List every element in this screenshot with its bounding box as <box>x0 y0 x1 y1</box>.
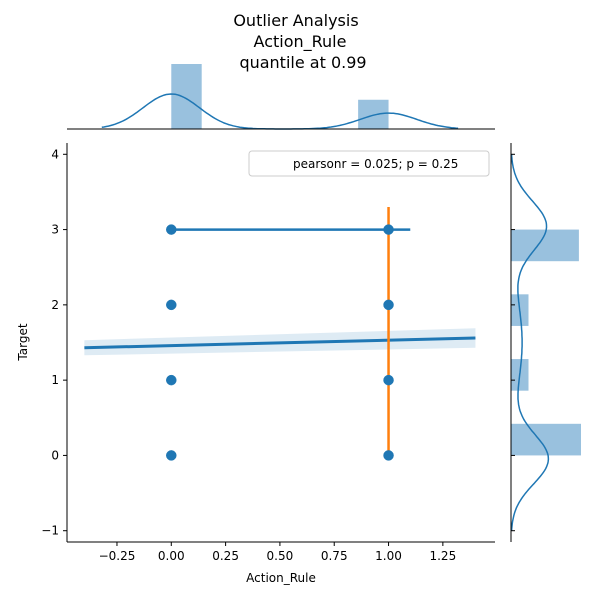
y-tick-label: −1 <box>41 524 59 538</box>
outlier-lines <box>171 206 411 456</box>
x-tick-label: 0.50 <box>267 549 294 563</box>
scatter-point <box>383 224 394 235</box>
scatter-point <box>383 299 394 311</box>
legend: pearsonr = 0.025; p = 0.25 <box>248 150 490 177</box>
x-tick-label: 0.75 <box>321 549 348 563</box>
y-tick-label: 0 <box>51 448 59 462</box>
top-hist-bar <box>171 64 202 129</box>
chart-title-line-3: quantile at 0.99 <box>239 53 366 72</box>
y-tick-label: 3 <box>51 223 59 237</box>
x-tick-label: 1.25 <box>429 549 456 563</box>
legend-text: pearsonr = 0.025; p = 0.25 <box>293 157 458 171</box>
right-marginal <box>510 143 581 542</box>
y-tick-label: 4 <box>51 147 59 161</box>
x-axis-label: Action_Rule <box>246 571 316 585</box>
y-axis-label: Target <box>16 323 30 361</box>
scatter-point <box>166 374 177 386</box>
scatter-point <box>166 224 177 235</box>
chart-title-line-2: Action_Rule <box>254 32 347 52</box>
chart-title-line-1: Outlier Analysis <box>233 11 358 30</box>
regression-line <box>84 336 476 350</box>
x-tick-label: 0.25 <box>212 549 239 563</box>
main-plot-area: −0.25 0.00 0.25 0.50 0.75 1.00 1.25 −1 0 1 2 3 4 Ac… <box>16 143 495 585</box>
scatter-point <box>383 374 394 386</box>
top-marginal-kde-line <box>101 93 459 130</box>
top-marginal <box>67 64 495 130</box>
top-hist-bar <box>358 99 389 129</box>
y-tick-label: 1 <box>51 373 59 387</box>
legend-box <box>248 150 490 177</box>
x-tick-label: 1.00 <box>375 549 402 563</box>
x-axis-ticks: −0.25 0.00 0.25 0.50 0.75 1.00 1.25 <box>99 542 456 563</box>
scatter-point <box>166 299 177 311</box>
x-tick-label: 0.00 <box>158 549 185 563</box>
x-tick-label: −0.25 <box>99 549 136 563</box>
scatter-points <box>166 224 394 461</box>
scatter-point <box>166 450 177 461</box>
right-marginal-ticks <box>511 153 515 532</box>
top-marginal-histogram <box>171 64 389 129</box>
y-axis-ticks: −1 0 1 2 3 4 <box>41 147 67 538</box>
y-tick-label: 2 <box>51 298 59 312</box>
scatter-point <box>383 450 394 461</box>
right-marginal-kde-line <box>510 154 550 531</box>
